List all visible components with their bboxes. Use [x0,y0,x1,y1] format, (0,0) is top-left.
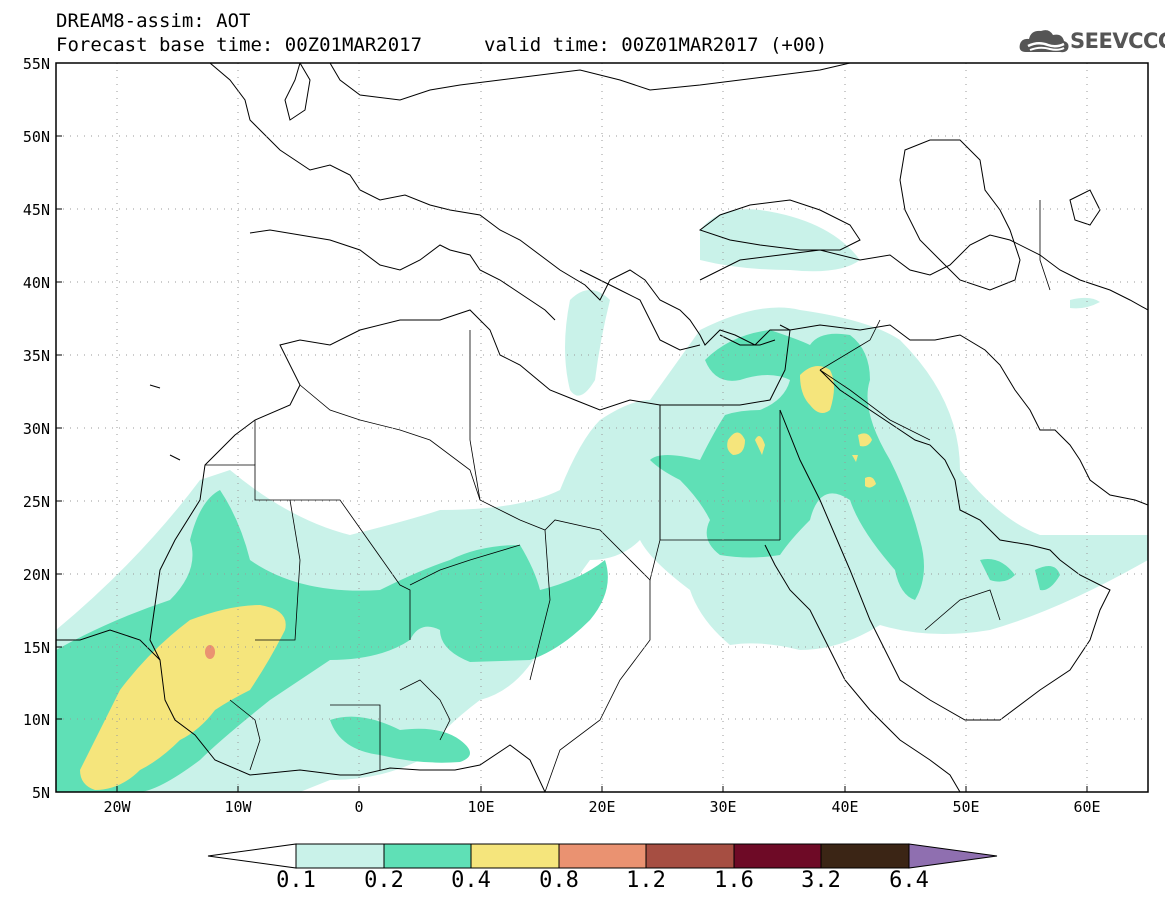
lat-label: 20N [22,566,50,584]
aot-0.8-1.2-area [205,645,215,659]
axis-ticks [56,62,1088,792]
colorbar-label: 1.2 [626,868,666,893]
lon-label: 20W [103,798,131,816]
borders [205,200,1051,792]
lon-label: 20E [588,798,616,816]
colorbar-label: 0.8 [539,868,579,893]
colorbar-label: 6.4 [889,868,929,893]
colorbar-label: 0.2 [364,868,404,893]
logo-text: SEEVCCC [1070,29,1165,53]
cloud-icon [1019,30,1069,53]
valid-time: valid time: 00Z01MAR2017 (+00) [484,34,828,56]
lon-label: 10E [467,798,495,816]
aot-0.4-0.8-area [80,366,876,790]
lon-label: 40E [831,798,859,816]
colorbar-label: 0.1 [276,868,316,893]
lat-label: 10N [22,711,50,729]
forecast-base-time: Forecast base time: 00Z01MAR2017 [56,34,423,56]
lon-label: 50E [952,798,980,816]
colorbar-label: 3.2 [801,868,841,893]
lon-label: 10W [224,798,252,816]
map-title: DREAM8-assim: AOT [56,10,251,32]
lat-label: 35N [22,347,50,365]
lat-label: 40N [22,274,50,292]
colorbar-label: 1.6 [714,868,754,893]
lat-label: 45N [22,201,50,219]
aot-0.1-0.2-area [56,209,1148,792]
lon-label: 30E [709,798,737,816]
seevccc-logo: SEEVCCC [1018,24,1165,60]
lat-label: 50N [22,128,50,146]
lat-label: 15N [22,639,50,657]
gridlines [56,63,1148,792]
lat-label: 55N [22,55,50,73]
lat-label: 25N [22,493,50,511]
map-plot-area [56,63,1148,792]
lon-label: 60E [1073,798,1101,816]
lat-label: 5N [31,784,50,802]
lat-label: 30N [22,420,50,438]
lon-label: 0 [354,798,364,816]
coastlines [56,63,1148,792]
colorbar-label: 0.4 [451,868,491,893]
